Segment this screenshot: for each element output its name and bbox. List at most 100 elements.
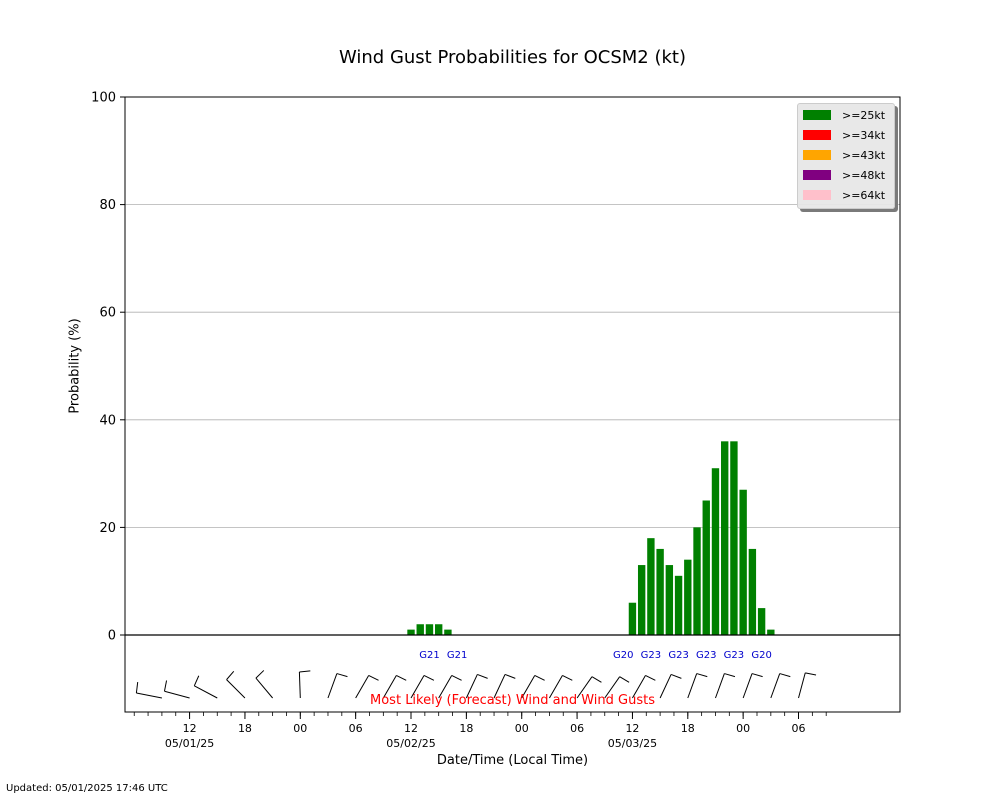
bar	[739, 489, 747, 635]
x-tick-label: 12	[404, 722, 418, 735]
legend-item-34kt: >=34kt	[803, 127, 885, 143]
wind-barb-flag	[591, 676, 602, 683]
wind-barb-flag	[534, 675, 545, 681]
wind-barb-staff	[770, 673, 781, 699]
wind-barb-flag	[163, 680, 168, 692]
bar	[721, 441, 729, 635]
legend-item-25kt: >=25kt	[803, 107, 885, 123]
wind-barb	[226, 670, 246, 699]
y-axis-label: Probability (%)	[67, 318, 83, 414]
x-date-label: 05/02/25	[386, 737, 435, 750]
wind-barb	[770, 673, 791, 699]
bar	[757, 608, 766, 635]
wind-barb-flag	[805, 672, 817, 676]
wind-barb-staff	[548, 675, 563, 699]
wind-barb	[255, 670, 274, 699]
legend-swatch-34kt	[803, 130, 831, 140]
wind-barb-flag	[779, 673, 791, 678]
x-tick-label: 18	[459, 722, 473, 735]
bar	[656, 548, 664, 635]
wind-barb	[521, 675, 545, 699]
legend-swatch-43kt	[803, 150, 831, 160]
legend: >=25kt >=34kt >=43kt >=48kt >=64kt	[797, 103, 895, 209]
wind-barb	[382, 675, 407, 699]
wind-barb	[193, 675, 218, 699]
legend-label-48kt: >=48kt	[842, 168, 886, 182]
wind-barb-staff	[604, 676, 621, 699]
y-tick-label: 100	[91, 91, 116, 106]
wind-barb-staff	[298, 671, 301, 699]
gust-label: G23	[668, 650, 688, 661]
wind-panel-label: Most Likely (Forecast) Wind and Wind Gus…	[370, 693, 655, 708]
axes	[124, 96, 901, 713]
wind-barb-flag	[645, 675, 656, 681]
wind-barb	[327, 673, 348, 699]
wind-barb-flag	[396, 675, 407, 681]
wind-barb-staff	[493, 674, 506, 699]
x-tick-label: 06	[349, 722, 363, 735]
wind-barb	[135, 682, 163, 699]
wind-barb-flag	[135, 682, 139, 694]
gust-labels: G21 G21 G20 G23 G23 G23 G23 G20	[419, 650, 772, 661]
wind-barb	[548, 675, 573, 699]
wind-barb	[493, 673, 516, 699]
bar	[628, 602, 637, 635]
gust-label: G20	[751, 650, 771, 661]
wind-barb-staff	[410, 675, 425, 699]
legend-item-43kt: >=43kt	[803, 147, 885, 163]
wind-barb-staff	[255, 677, 274, 699]
wind-barb	[298, 670, 311, 699]
gust-label: G23	[724, 650, 744, 661]
bar	[767, 629, 775, 635]
wind-barb-staff	[382, 675, 397, 699]
wind-barb-staff	[226, 679, 246, 699]
bar	[711, 468, 720, 635]
x-tick-label: 06	[792, 722, 806, 735]
y-tick-label: 80	[99, 198, 116, 213]
plot-frame	[124, 96, 901, 713]
y-tick-label: 20	[99, 521, 116, 536]
wind-barb-flag	[368, 675, 379, 681]
bars	[407, 441, 775, 635]
wind-barb-staff	[576, 676, 593, 699]
wind-barb-staff	[355, 675, 370, 699]
gust-label: G20	[613, 650, 633, 661]
updated-timestamp: Updated: 05/01/2025 17:46 UTC	[6, 783, 168, 794]
bar	[748, 548, 757, 635]
wind-barb-flag	[451, 675, 462, 681]
bar	[647, 538, 655, 635]
wind-barb-flag	[336, 673, 348, 678]
wind-barb-flag	[724, 673, 736, 678]
bar	[416, 624, 424, 635]
wind-barb	[163, 680, 190, 699]
wind-barb-staff	[438, 675, 453, 699]
wind-barb-staff	[164, 690, 190, 699]
wind-barb-flag	[504, 673, 516, 679]
wind-barb-staff	[798, 672, 806, 699]
wind-barb-staff	[465, 674, 478, 699]
wind-barb-staff	[521, 675, 536, 699]
wind-barb-staff	[742, 673, 753, 699]
wind-barb-flag	[562, 675, 573, 681]
chart-title: Wind Gust Probabilities for OCSM2 (kt)	[338, 47, 686, 68]
wind-barb-staff	[327, 673, 338, 699]
wind-barb	[410, 675, 435, 699]
x-tick-label: 06	[570, 722, 584, 735]
wind-barb	[687, 673, 708, 699]
wind-barb	[576, 676, 602, 699]
bar	[444, 629, 452, 635]
legend-label-25kt: >=25kt	[842, 108, 886, 122]
bar	[435, 624, 443, 635]
wind-barb	[632, 675, 656, 699]
x-date-label: 05/01/25	[165, 737, 214, 750]
wind-barb-staff	[136, 692, 163, 699]
bar	[702, 500, 710, 635]
legend-item-64kt: >=64kt	[803, 187, 885, 203]
bar	[730, 441, 738, 635]
ticks: 0 20 40 60 80 100 12 05/01/25 18 00 06 12 05/02/25 18…	[91, 91, 827, 750]
y-tick-label: 0	[108, 629, 116, 644]
legend-item-48kt: >=48kt	[803, 167, 885, 183]
gust-label: G23	[641, 650, 661, 661]
bar	[684, 559, 692, 635]
